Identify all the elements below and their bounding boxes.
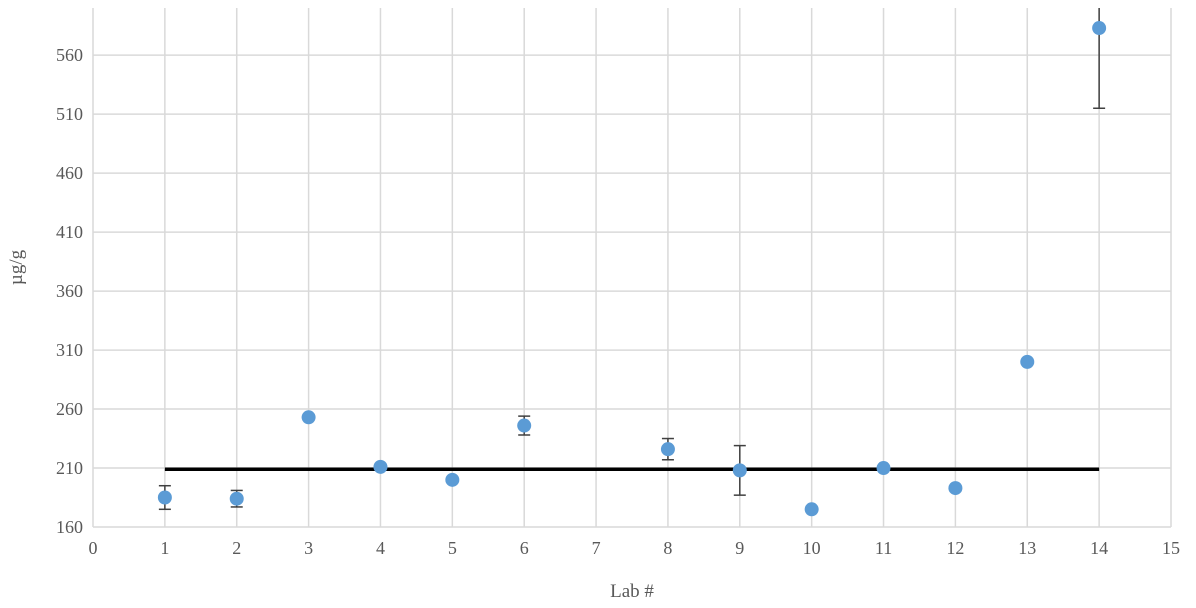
x-tick-label: 8: [663, 538, 672, 558]
data-point: [876, 461, 891, 476]
error-bars: [158, 8, 1106, 511]
x-tick-label: 11: [875, 538, 892, 558]
data-point: [804, 502, 819, 517]
data-points: [157, 21, 1107, 517]
y-tick-label: 410: [56, 222, 83, 242]
x-tick-label: 9: [735, 538, 744, 558]
data-point: [373, 459, 388, 474]
y-tick-label: 460: [56, 163, 83, 183]
x-tick-label: 4: [376, 538, 385, 558]
x-tick-label: 15: [1162, 538, 1180, 558]
x-tick-label: 6: [520, 538, 529, 558]
x-tick-label: 0: [89, 538, 98, 558]
data-point: [157, 490, 172, 505]
x-tick-label: 1: [160, 538, 169, 558]
x-tick-label: 12: [946, 538, 964, 558]
x-tick-label: 10: [803, 538, 821, 558]
data-point: [1020, 354, 1035, 369]
y-tick-label: 160: [56, 517, 83, 537]
data-point: [517, 418, 532, 433]
x-tick-label: 2: [232, 538, 241, 558]
data-point: [732, 463, 747, 478]
x-tick-label: 7: [592, 538, 601, 558]
y-axis-label: µg/g: [6, 249, 27, 285]
y-tick-label: 360: [56, 281, 83, 301]
x-tick-label: 13: [1018, 538, 1036, 558]
x-tick-label: 5: [448, 538, 457, 558]
data-point: [1092, 21, 1107, 36]
data-point: [660, 442, 675, 457]
y-tick-label: 310: [56, 340, 83, 360]
y-tick-label: 510: [56, 104, 83, 124]
y-tick-label: 560: [56, 45, 83, 65]
data-point: [445, 472, 460, 487]
y-tick-label: 210: [56, 458, 83, 478]
data-point: [301, 410, 316, 425]
x-tick-label: 14: [1090, 538, 1108, 558]
x-tick-label: 3: [304, 538, 313, 558]
grid-lines: [92, 8, 1172, 528]
data-point: [948, 481, 963, 496]
x-axis-label: Lab #: [610, 581, 654, 602]
data-point: [229, 491, 244, 506]
tick-labels: 0 1 2 3 4 5 6 7 8 9 10 11 12 13 14 15160210260310360410…: [56, 45, 1180, 558]
y-tick-label: 260: [56, 399, 83, 419]
